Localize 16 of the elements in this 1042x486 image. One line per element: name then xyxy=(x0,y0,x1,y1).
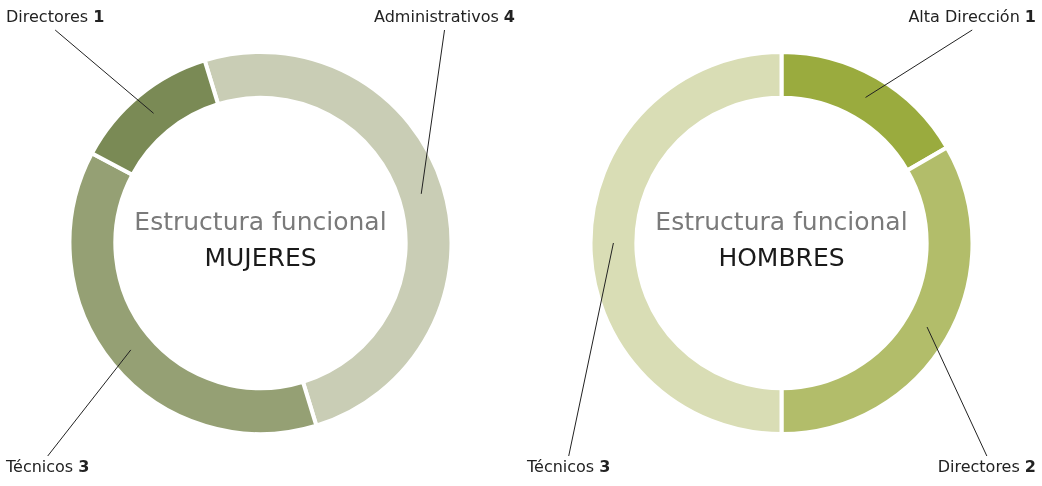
slice-label: Técnicos xyxy=(526,457,600,477)
slice-label: Técnicos xyxy=(5,457,79,477)
slice-label: Administrativos xyxy=(374,7,504,27)
data-label: 3 xyxy=(599,457,611,477)
data-label: 1 xyxy=(93,7,105,27)
slice-label: Alta Dirección xyxy=(908,7,1025,27)
text: HOMBRES xyxy=(718,242,845,272)
slice-label: Directores xyxy=(937,457,1025,477)
data-label: 4 xyxy=(503,7,516,27)
data-label: 3 xyxy=(78,457,90,477)
data-label: 1 xyxy=(1024,7,1037,27)
text: Estructura funcional xyxy=(655,206,908,236)
text: Estructura funcional xyxy=(134,206,387,236)
slice-label: Directores xyxy=(6,7,94,27)
data-label: 2 xyxy=(1024,457,1037,477)
text: MUJERES xyxy=(204,242,317,272)
